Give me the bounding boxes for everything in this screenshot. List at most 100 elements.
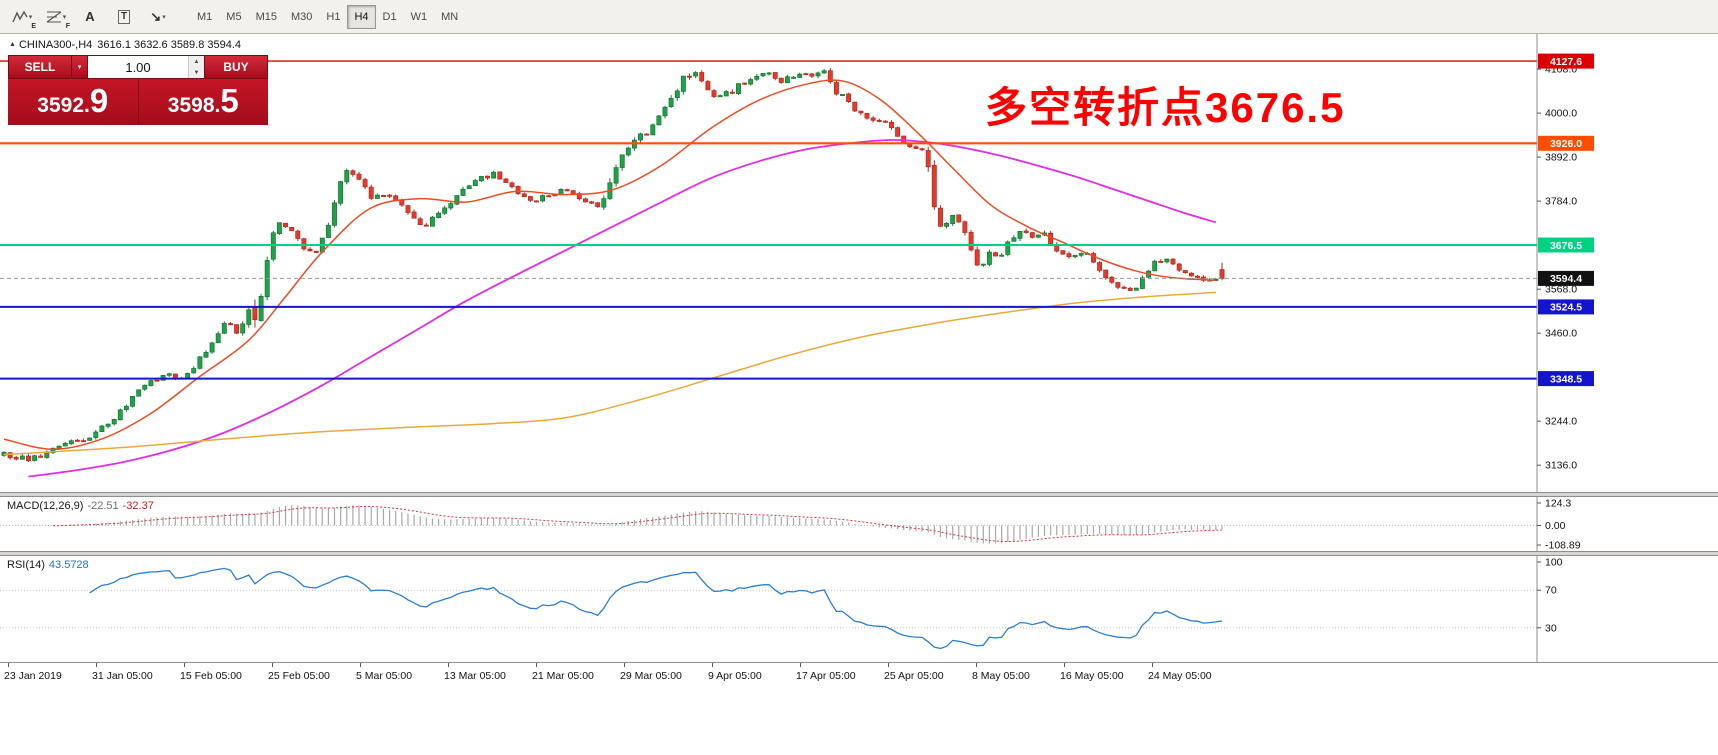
time-tick [712, 663, 713, 667]
macd-label: MACD(12,26,9) -22.51 -32.37 [7, 500, 154, 512]
price-tick-label: 3568.0 [1545, 284, 1577, 296]
time-tick [8, 663, 9, 667]
ma-fast-red-line[interactable] [3, 79, 1216, 451]
time-tick [976, 663, 977, 667]
price-level-badge: 3348.5 [1538, 371, 1594, 387]
timeframe-toolbar: M1 M5 M15 M30 H1 H4 D1 W1 MN [190, 4, 465, 29]
price-tick-label: 3892.0 [1545, 152, 1577, 164]
candles-layer [1, 68, 1225, 462]
time-tick [624, 663, 625, 667]
fibonacci-button[interactable]: F ▾ [40, 4, 72, 30]
timeframe-m5-button[interactable]: M5 [226, 10, 242, 23]
tool-letter: F [65, 22, 70, 30]
text-label-button[interactable]: A [74, 4, 106, 30]
timeframe-m15-button[interactable]: M15 [255, 10, 277, 23]
macd-histogram [15, 505, 1223, 544]
ma-long-gold-line[interactable] [3, 291, 1216, 456]
time-label: 15 Feb 05:00 [180, 670, 242, 682]
svg-text:3676.5: 3676.5 [1550, 240, 1582, 252]
timeframe-w1-button[interactable]: W1 [410, 10, 428, 23]
rsi-line [89, 567, 1223, 650]
price-divider [137, 79, 139, 125]
panel-separator[interactable] [0, 492, 1718, 497]
timeframe-mn-button[interactable]: MN [441, 10, 459, 23]
buy-price-big-digit: 5 [220, 82, 239, 119]
toolbar: E ▾ F ▾ A T ↘ ▾ M1 M5 M15 M30 H1 H4 D1 W1 MN [0, 0, 1718, 34]
lot-spinner: ▲ ▼ [188, 56, 204, 78]
chevron-down-icon: ▾ [162, 13, 166, 21]
buy-button[interactable]: BUY [204, 55, 268, 79]
sell-price-main: 3592. [37, 94, 90, 117]
svg-text:3594.4: 3594.4 [1550, 273, 1582, 285]
chart-title: ▲ CHINA300-,H4 3616.1 3632.6 3589.8 3594.4 [9, 39, 241, 51]
time-tick [96, 663, 97, 667]
time-label: 24 May 05:00 [1148, 670, 1212, 682]
time-tick [448, 663, 449, 667]
svg-text:3926.0: 3926.0 [1550, 138, 1582, 150]
sell-price-big-digit: 9 [89, 82, 109, 119]
sell-button[interactable]: SELL [8, 55, 72, 79]
timeframe-m1-button[interactable]: M1 [197, 10, 213, 23]
chart-annotation[interactable]: 多空转折点3676.5 [985, 84, 1346, 131]
one-click-trading-panel: SELL ▾ 1.00 ▲ ▼ BUY 3592. 9 3598. 5 [8, 55, 268, 125]
timeframe-d1-button[interactable]: D1 [382, 10, 397, 23]
time-tick [536, 663, 537, 667]
symbol-period-label: CHINA300-,H4 [18, 39, 93, 51]
time-tick [1152, 663, 1153, 667]
drawing-tools-group: E ▾ F ▾ A T ↘ ▾ [6, 4, 174, 30]
timeframe-h1-button[interactable]: H1 [326, 10, 341, 23]
ma-slow-magenta-line[interactable] [28, 139, 1217, 478]
lot-decrease-button[interactable]: ▼ [189, 67, 204, 78]
chevron-down-icon: ▾ [28, 13, 33, 21]
time-tick [272, 663, 273, 667]
time-label: 17 Apr 05:00 [796, 670, 856, 682]
lot-size-field: 1.00 ▲ ▼ [88, 55, 204, 79]
time-label: 25 Feb 05:00 [268, 670, 330, 682]
text-box-button[interactable]: T [108, 4, 140, 30]
rsi-axis-label: 100 [1545, 557, 1563, 569]
time-label: 29 Mar 05:00 [620, 670, 682, 682]
elliott-waves-icon [12, 10, 28, 22]
price-tick-label: 3460.0 [1545, 328, 1577, 340]
svg-text:4127.6: 4127.6 [1550, 56, 1582, 68]
time-tick [800, 663, 801, 667]
elliott-waves-button[interactable]: E ▾ [6, 4, 38, 30]
arrows-button[interactable]: ↘ ▾ [142, 4, 174, 30]
time-label: 21 Mar 05:00 [532, 670, 594, 682]
price-level-badge: 4127.6 [1538, 53, 1594, 69]
time-tick [360, 663, 361, 667]
time-label: 9 Apr 05:00 [708, 670, 762, 682]
timeframe-m30-button[interactable]: M30 [290, 10, 313, 23]
rsi-axis-label: 70 [1545, 585, 1557, 597]
time-axis[interactable]: 23 Jan 2019 31 Jan 05:00 15 Feb 05:00 25 Fe… [0, 662, 1718, 693]
time-label: 31 Jan 05:00 [92, 670, 153, 682]
rsi-axis-label: 30 [1545, 622, 1557, 634]
timeframe-h4-button[interactable]: H4 [347, 4, 376, 29]
macd-canvas[interactable]: 124.3 0.00 -108.89 [0, 497, 1718, 551]
macd-axis-label: 0.00 [1545, 520, 1566, 532]
price-chart-canvas[interactable]: 4108.04000.03892.03784.03568.03460.03244… [0, 34, 1718, 492]
fibonacci-icon [46, 10, 62, 23]
sell-price-display[interactable]: 3592. 9 [8, 79, 138, 125]
rsi-label: RSI(14) 43.5728 [7, 559, 89, 571]
tool-letter: E [31, 22, 36, 30]
price-level-badge: 3594.4 [1538, 270, 1594, 286]
sell-options-button[interactable]: ▾ [72, 55, 88, 79]
collapse-arrow-icon[interactable]: ▲ [9, 41, 16, 48]
lot-size-input[interactable]: 1.00 [125, 59, 151, 75]
buy-price-display[interactable]: 3598. 5 [138, 79, 268, 125]
time-label: 5 Mar 05:00 [356, 670, 413, 682]
time-label: 25 Apr 05:00 [884, 670, 944, 682]
price-tick-label: 3784.0 [1545, 196, 1577, 208]
text-box-icon: T [117, 9, 131, 24]
rsi-canvas[interactable]: 100 70 30 [0, 556, 1718, 662]
macd-axis-label: -108.89 [1545, 540, 1581, 552]
text-label-icon: A [85, 9, 95, 24]
time-label: 16 May 05:00 [1060, 670, 1124, 682]
price-axis[interactable]: 4108.04000.03892.03784.03568.03460.03244… [1536, 34, 1594, 492]
arrows-icon: ↘ [150, 8, 162, 24]
time-tick [888, 663, 889, 667]
panel-separator[interactable] [0, 551, 1718, 556]
time-label: 23 Jan 2019 [4, 670, 62, 682]
lot-increase-button[interactable]: ▲ [189, 56, 204, 67]
